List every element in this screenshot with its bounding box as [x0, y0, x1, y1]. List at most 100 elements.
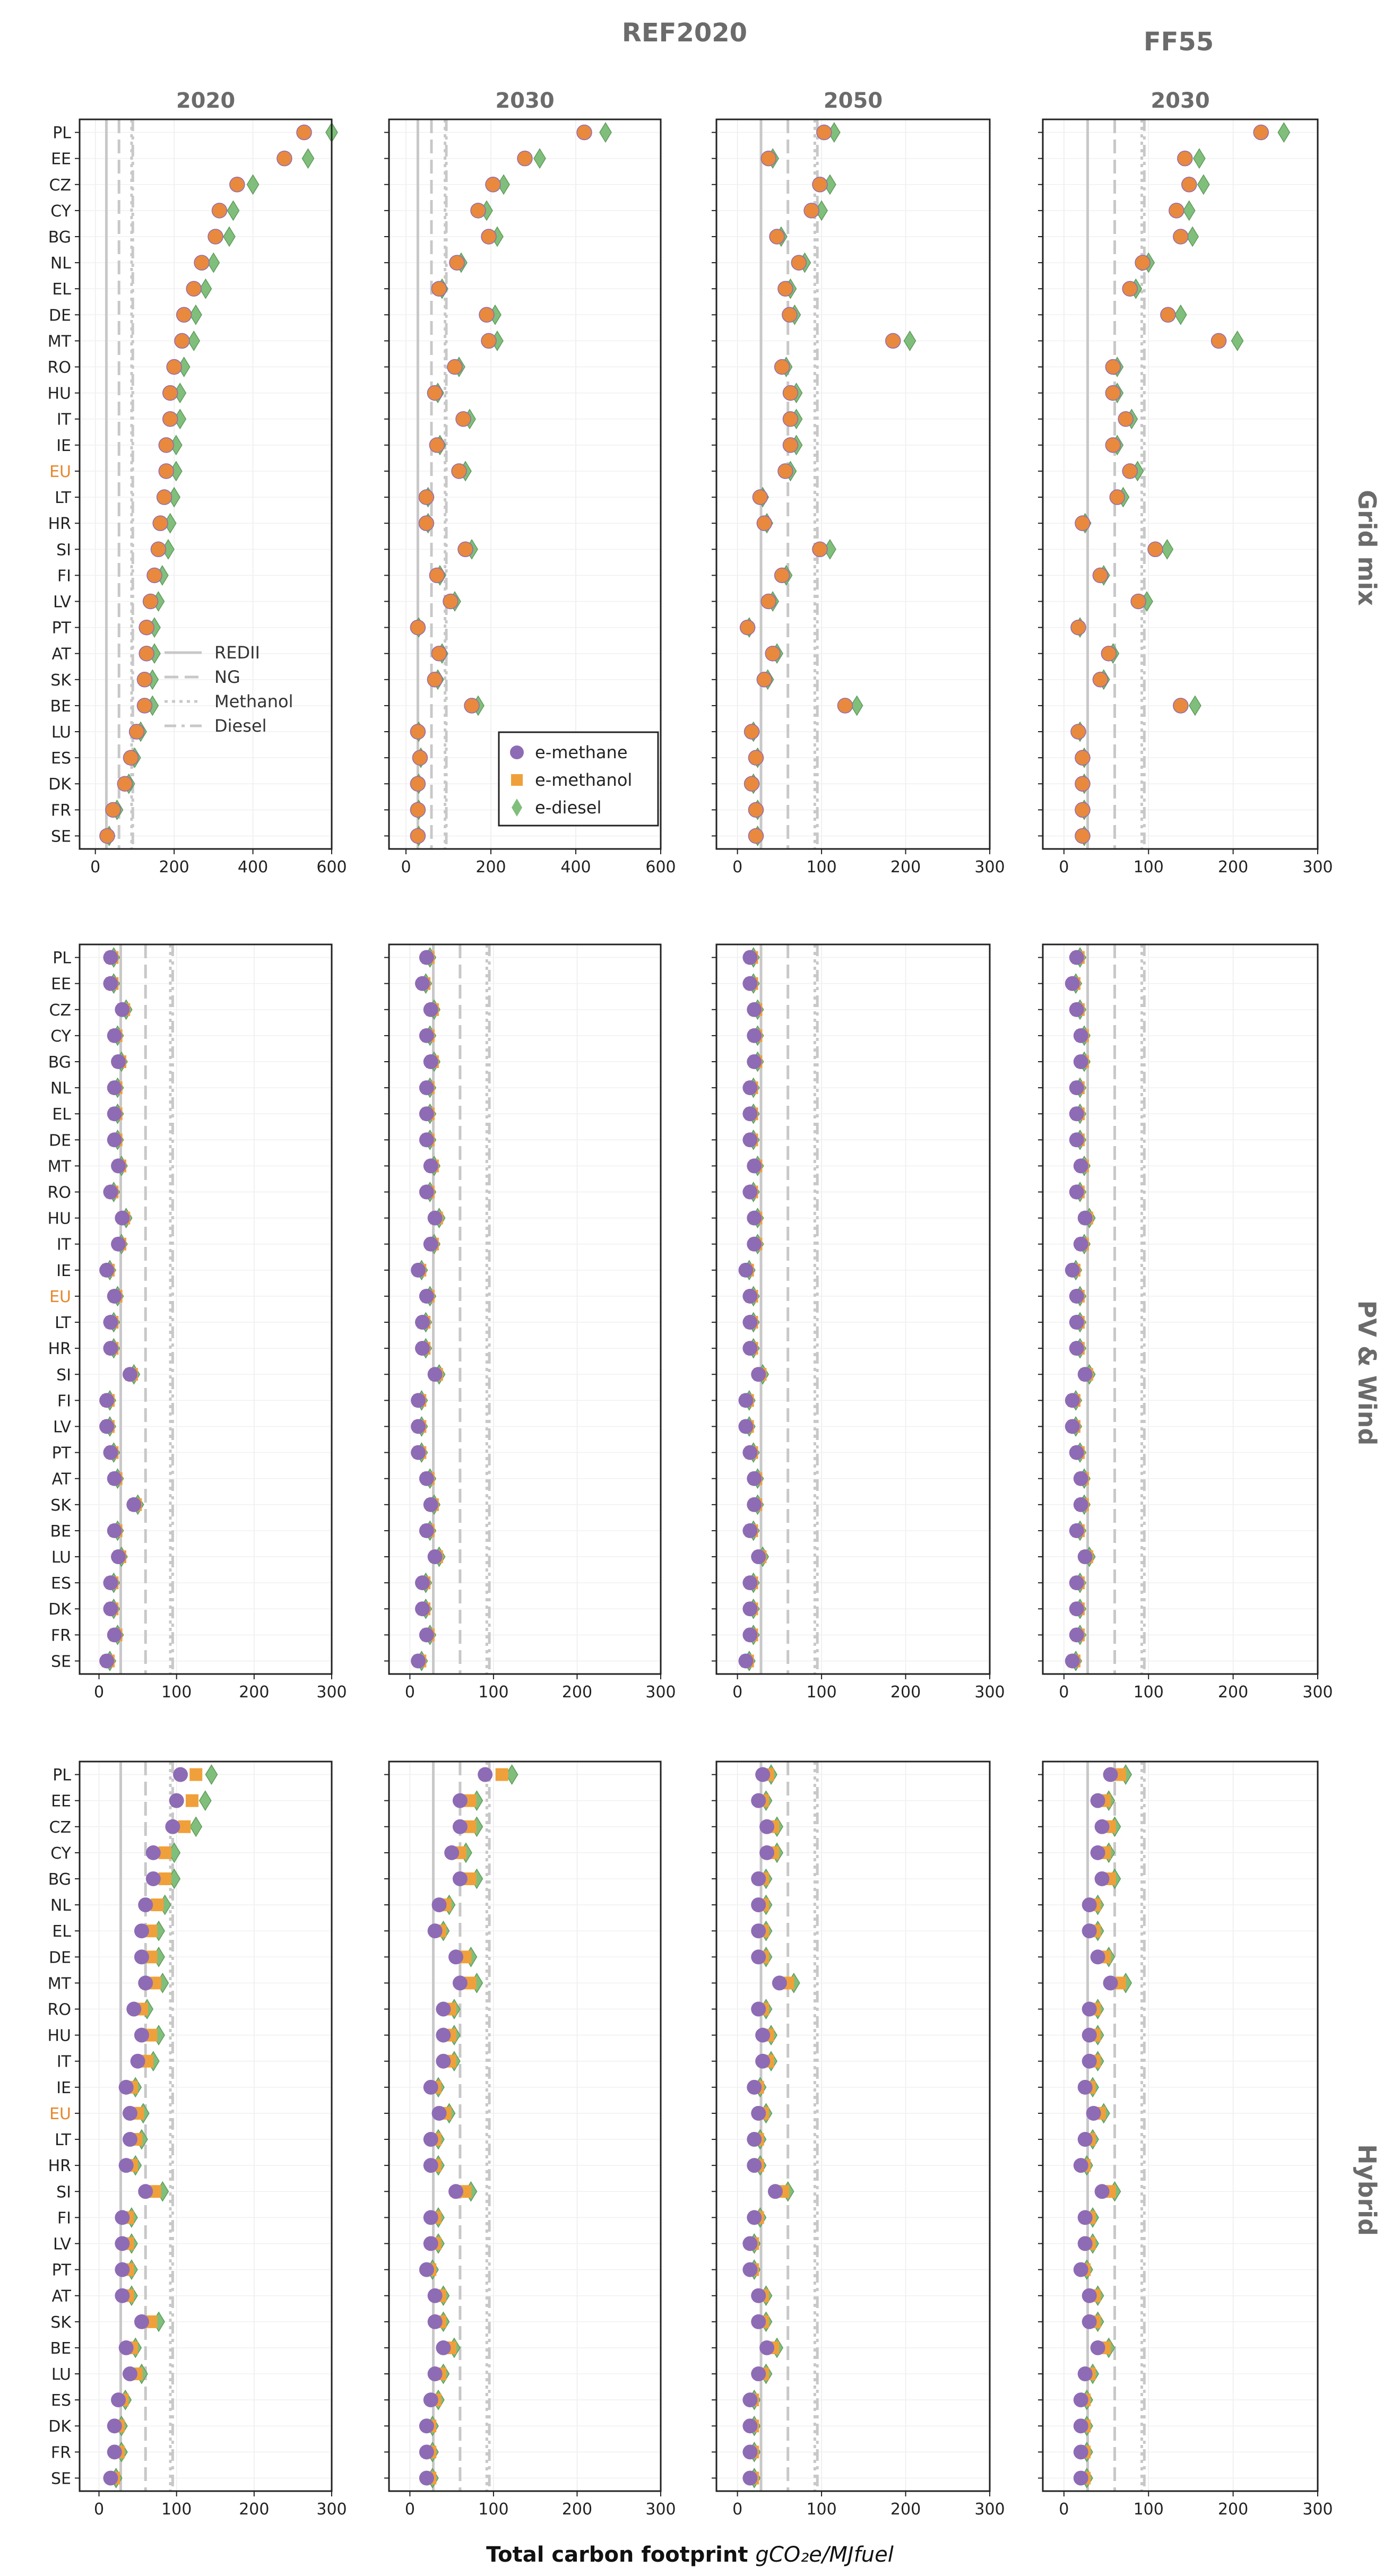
e-methane-marker — [742, 1601, 758, 1617]
e-methane-marker — [419, 1288, 434, 1304]
y-tick-label: MT — [48, 332, 72, 351]
y-tick-label: DK — [48, 775, 72, 794]
panel-2-2: 0 100 200 300 — [712, 1760, 1005, 2519]
e-methane-marker — [1077, 1210, 1093, 1226]
e-methanol-marker — [412, 750, 428, 766]
x-tick-label: 300 — [645, 2500, 676, 2519]
x-tick-label: 0 — [732, 2500, 742, 2519]
e-methanol-marker — [1105, 385, 1121, 401]
e-methanol-marker — [1075, 515, 1091, 531]
e-methane-marker — [1073, 1028, 1088, 1043]
e-methanol-marker — [276, 150, 292, 167]
x-tick-label: 300 — [316, 2500, 347, 2519]
y-tick-label: BE — [50, 697, 71, 716]
e-methane-marker — [1094, 2184, 1110, 2199]
e-methanol-marker — [743, 776, 760, 792]
x-tick-label: 0 — [90, 858, 100, 877]
e-methanol-marker — [479, 307, 495, 323]
e-methanol-marker — [431, 645, 447, 662]
y-tick-label: HU — [47, 2027, 71, 2045]
legend-line-label: Methanol — [214, 691, 293, 712]
e-methane-marker — [1077, 1367, 1093, 1382]
e-methane-marker — [747, 1002, 762, 1017]
e-diesel-marker — [850, 695, 863, 716]
e-methane-marker — [107, 1523, 122, 1538]
x-tick-label: 300 — [974, 858, 1005, 877]
e-methane-marker — [423, 2132, 438, 2147]
y-tick-label: IE — [56, 1262, 71, 1280]
e-diesel-marker — [227, 200, 240, 221]
e-methane-marker — [411, 1445, 426, 1460]
e-methanol-marker — [517, 150, 533, 167]
e-methane-marker — [747, 2210, 762, 2225]
e-methane-marker — [419, 1184, 434, 1200]
x-tick-label: 100 — [1134, 1683, 1164, 1702]
y-tick-label: LU — [51, 2365, 71, 2384]
e-methane-marker — [419, 1523, 434, 1538]
e-methane-marker — [130, 2053, 145, 2069]
e-methane-marker — [1077, 2210, 1093, 2225]
e-diesel-marker — [1192, 148, 1206, 169]
e-methane-marker — [419, 1132, 434, 1148]
e-methane-marker — [415, 1601, 430, 1617]
x-tick-label: 200 — [1218, 858, 1248, 877]
legend-marker-label: e-methane — [535, 742, 628, 762]
e-methanol-marker — [777, 463, 793, 479]
e-methane-marker — [755, 2027, 771, 2043]
e-methanol-marker — [410, 619, 426, 636]
e-methanol-marker — [756, 672, 773, 688]
e-methanol-marker — [1075, 750, 1091, 766]
e-methane-marker — [1082, 2288, 1097, 2303]
x-tick-label: 0 — [94, 1683, 104, 1702]
e-diesel-marker — [1186, 226, 1199, 247]
e-methane-marker — [452, 1819, 468, 1834]
e-methane-marker — [173, 1767, 188, 1782]
y-tick-label: CY — [50, 1027, 71, 1046]
x-tick-label: 200 — [562, 1683, 592, 1702]
e-methane-marker — [415, 1575, 430, 1591]
x-tick-label: 200 — [890, 1683, 921, 1702]
y-tick-label: DE — [49, 1131, 71, 1150]
e-methane-marker — [415, 1341, 430, 1356]
e-methane-marker — [115, 1210, 130, 1226]
e-methanol-marker — [803, 203, 819, 219]
e-methane-marker — [742, 1288, 758, 1304]
e-methanol-marker — [418, 489, 435, 505]
x-tick-label: 300 — [974, 1683, 1005, 1702]
e-methanol-marker — [443, 593, 459, 610]
e-methanol-marker — [296, 124, 312, 141]
x-tick-label: 0 — [1059, 1683, 1069, 1702]
e-methane-marker — [742, 950, 758, 965]
y-tick-label: SK — [50, 671, 72, 690]
e-methane-marker — [427, 2288, 443, 2303]
e-methanol-marker — [1075, 828, 1091, 844]
legend-line-label: Diesel — [214, 716, 266, 736]
plot-frame — [388, 1760, 662, 2492]
plot-frame — [715, 118, 991, 850]
e-methanol-marker — [777, 281, 793, 297]
e-methanol-marker — [207, 229, 223, 245]
e-methanol-marker — [162, 411, 178, 427]
e-methane-marker — [738, 1262, 754, 1278]
e-methanol-marker — [782, 411, 799, 427]
legend-line-label: REDII — [214, 643, 260, 663]
e-methane-marker — [1069, 1288, 1084, 1304]
e-methanol-marker — [1101, 645, 1117, 662]
e-methane-marker — [1073, 1236, 1088, 1252]
x-tick-label: 200 — [562, 2500, 592, 2519]
e-methane-marker — [1069, 1184, 1084, 1200]
e-methane-marker — [751, 1949, 766, 1965]
e-methane-marker — [436, 2340, 451, 2355]
e-methane-marker — [103, 2470, 118, 2486]
y-tick-label: EL — [52, 1105, 71, 1124]
year-title: 2030 — [495, 89, 554, 113]
e-methane-marker — [742, 1080, 758, 1096]
e-methane-marker — [1082, 2001, 1097, 2017]
year-title: 2020 — [176, 89, 235, 113]
plot-frame — [79, 118, 333, 850]
e-methane-marker — [1065, 976, 1080, 991]
e-methane-marker — [99, 1262, 115, 1278]
e-methane-marker — [751, 1871, 766, 1886]
y-tick-label: SI — [56, 1366, 71, 1384]
